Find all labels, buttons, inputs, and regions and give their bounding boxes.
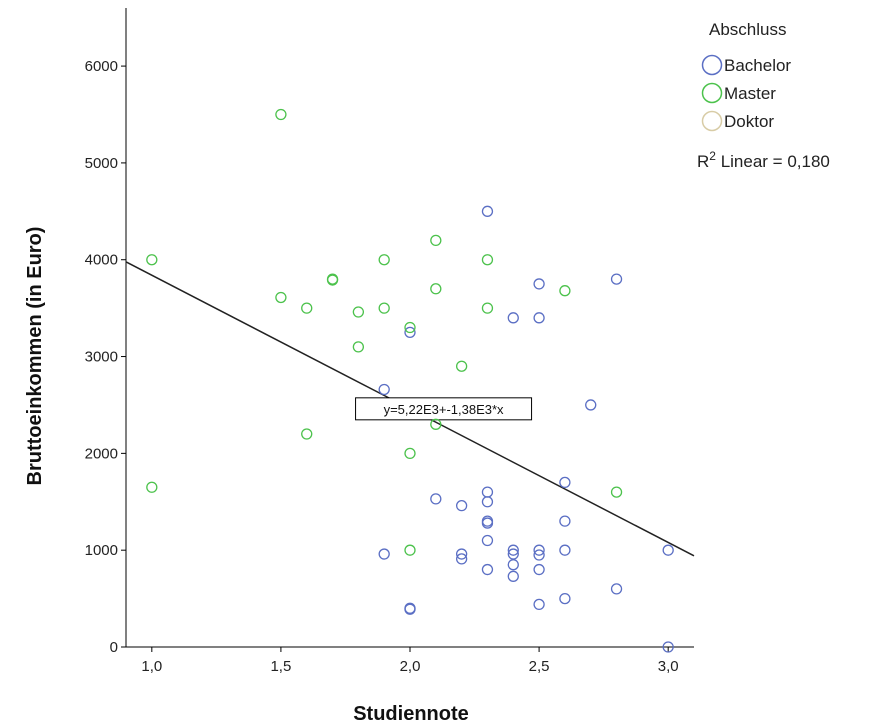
point-master (301, 302, 313, 314)
point-bachelor (507, 570, 519, 582)
point-bachelor (481, 534, 494, 547)
point-master (275, 291, 287, 304)
point-bachelor (533, 598, 545, 611)
regression-label-box (355, 397, 533, 421)
point-bachelor (378, 548, 390, 560)
point-bachelor (481, 486, 494, 498)
y-tick-label: 0 (110, 639, 118, 656)
legend-label-bachelor: Bachelor (724, 56, 791, 75)
point-master (559, 285, 571, 297)
legend-marker-doktor (701, 110, 723, 132)
x-tick-label: 3,0 (658, 658, 679, 675)
point-master (301, 428, 313, 440)
point-master (378, 302, 390, 314)
legend-entries: Bachelor Master Doktor (701, 54, 791, 132)
point-bachelor (533, 563, 545, 576)
regression-label: y=5,22E3+-1,38E3*x (384, 402, 504, 417)
point-bachelor (559, 476, 571, 489)
y-tick-label: 5000 (85, 155, 118, 172)
point-bachelor (533, 544, 545, 556)
point-bachelor (455, 553, 468, 565)
point-master (326, 274, 339, 286)
point-bachelor (430, 493, 442, 505)
point-bachelor (662, 641, 674, 653)
y-tick-label: 2000 (85, 445, 118, 462)
point-master (430, 418, 442, 430)
point-bachelor (533, 312, 545, 324)
point-bachelor (559, 592, 571, 605)
point-bachelor (404, 326, 416, 338)
point-bachelor (481, 205, 494, 217)
legend-marker-master (701, 82, 723, 104)
point-bachelor (533, 549, 545, 561)
point-master (352, 306, 365, 318)
point-bachelor (507, 544, 519, 556)
y-axis: 0 1000 2000 3000 4000 5000 6000 (85, 8, 127, 656)
point-bachelor (378, 383, 390, 396)
point-master (455, 360, 468, 372)
x-axis: 1,0 1,5 2,0 2,5 3,0 (126, 646, 694, 675)
point-bachelor (481, 563, 494, 576)
point-bachelor (507, 312, 519, 324)
point-bachelor (455, 499, 468, 512)
y-tick-label: 4000 (85, 252, 118, 269)
point-bachelor (481, 517, 494, 529)
data-points (146, 108, 674, 653)
point-bachelor (610, 273, 623, 285)
x-tick-label: 2,5 (529, 658, 550, 675)
r-squared-label: R2 Linear = 0,180 (697, 149, 830, 171)
point-bachelor (559, 515, 571, 527)
point-bachelor (610, 583, 623, 595)
legend-marker-bachelor (701, 54, 723, 76)
legend-label-doktor: Doktor (724, 112, 774, 131)
point-bachelor (481, 496, 494, 508)
y-tick-label: 6000 (85, 58, 118, 75)
r-squared-value: Linear = 0,180 (716, 152, 830, 171)
point-master (430, 283, 442, 295)
point-bachelor (533, 278, 545, 290)
x-axis-title: Studiennote (353, 703, 469, 725)
x-tick-label: 1,5 (270, 658, 291, 675)
point-master (146, 481, 158, 493)
point-master (275, 108, 287, 121)
y-tick-label: 3000 (85, 349, 118, 366)
point-bachelor (662, 544, 674, 556)
point-master (352, 341, 365, 353)
x-tick-label: 2,0 (400, 658, 421, 675)
legend-title: Abschluss (709, 20, 786, 39)
r-squared-prefix: R (697, 152, 709, 171)
legend: Abschluss Bachelor Master Doktor R2 Linear… (697, 20, 830, 171)
legend-label-master: Master (724, 84, 776, 103)
point-master (610, 486, 623, 498)
y-axis-title: Bruttoeinkommen (in Euro) (24, 227, 46, 486)
point-bachelor (507, 559, 519, 571)
point-master (481, 254, 494, 266)
x-tick-label: 1,0 (141, 658, 162, 675)
point-bachelor (585, 399, 597, 411)
point-bachelor (455, 548, 468, 560)
point-master (146, 254, 158, 266)
point-master (481, 302, 494, 314)
point-master (378, 254, 390, 266)
point-bachelor (559, 544, 571, 556)
point-master (430, 234, 442, 247)
point-master (404, 321, 416, 334)
point-master (404, 447, 416, 460)
y-tick-label: 1000 (85, 542, 118, 559)
r-squared-superscript: 2 (709, 149, 716, 163)
point-bachelor (404, 603, 416, 615)
point-master (404, 544, 416, 556)
fit-line-group: y=5,22E3+-1,38E3*x (125, 261, 695, 557)
